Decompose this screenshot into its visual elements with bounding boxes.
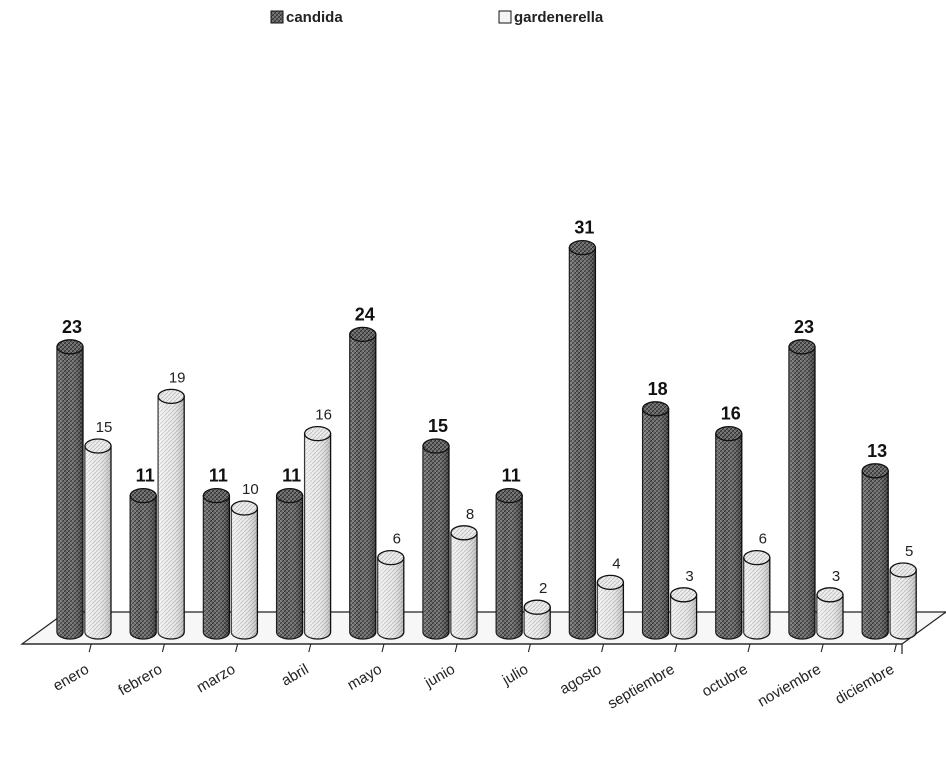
category-label: abril (279, 661, 312, 690)
value-label-gardenerella: 15 (96, 419, 113, 436)
bar-gardenerella-febrero (157, 388, 185, 640)
bar-gardenerella-julio (523, 599, 551, 640)
bar-gardenerella-abril (303, 425, 332, 640)
category-label: julio (499, 661, 531, 690)
value-label-candida: 16 (721, 404, 741, 424)
x-tick (381, 643, 385, 653)
value-label-gardenerella: 19 (169, 369, 186, 386)
value-label-gardenerella: 2 (539, 580, 547, 597)
legend-swatch-gardenerella (498, 10, 512, 24)
bars (56, 239, 917, 640)
x-tick (527, 643, 531, 653)
value-labels: 23 15 11 19 11 10 11 16 24 6 15 8 11 2 31 4 18 3 16 6 23 3 13 5 (62, 218, 913, 598)
value-label-candida: 18 (648, 379, 668, 399)
value-label-gardenerella: 6 (393, 531, 401, 548)
bar-candida-julio (495, 487, 523, 640)
x-tick (88, 643, 92, 653)
legend-swatch-candida (270, 10, 284, 24)
value-label-gardenerella: 10 (242, 481, 259, 498)
bar-candida-marzo (202, 487, 231, 640)
category-label: febrero (116, 661, 166, 699)
bar-gardenerella-mayo (377, 549, 405, 640)
bar-candida-diciembre (861, 463, 889, 640)
value-label-candida: 23 (62, 317, 82, 337)
category-label: diciembre (832, 661, 897, 708)
bar-gardenerella-septiembre (669, 587, 698, 640)
value-label-candida: 31 (574, 218, 594, 238)
legend-label-gardenerella: gardenerella (514, 9, 604, 26)
value-label-candida: 24 (355, 304, 375, 324)
bar-gardenerella-octubre (743, 549, 771, 640)
category-label: noviembre (755, 661, 824, 711)
x-axis-ticks (88, 643, 897, 653)
value-label-candida: 15 (428, 416, 448, 436)
bar-candida-noviembre (788, 339, 816, 640)
category-labels: enero febrero marzo abril mayo junio julio agos… (50, 661, 897, 713)
value-label-gardenerella: 3 (832, 568, 840, 585)
category-label: octubre (699, 661, 751, 701)
value-label-candida: 11 (502, 466, 521, 486)
bar-candida-abril (275, 487, 304, 640)
bar-candida-agosto (568, 239, 597, 640)
value-label-gardenerella: 16 (315, 407, 332, 424)
category-label: agosto (557, 661, 605, 698)
category-label: enero (50, 661, 92, 695)
value-label-candida: 13 (867, 441, 887, 461)
x-tick (893, 643, 897, 653)
x-tick (747, 643, 751, 653)
category-label: septiembre (605, 661, 678, 713)
bar-candida-enero (56, 339, 84, 640)
bar-gardenerella-agosto (596, 574, 625, 640)
bar-gardenerella-junio (450, 525, 478, 640)
x-tick (601, 643, 605, 653)
x-tick (235, 643, 239, 653)
value-label-gardenerella: 5 (905, 543, 913, 560)
value-label-gardenerella: 4 (612, 555, 620, 572)
bar-candida-octubre (715, 425, 743, 640)
bar-candida-septiembre (641, 401, 670, 640)
category-label: marzo (194, 661, 239, 697)
bar-candida-junio (422, 438, 450, 640)
value-label-candida: 11 (136, 466, 155, 486)
value-label-candida: 23 (794, 317, 814, 337)
x-tick (674, 643, 678, 653)
value-label-candida: 11 (282, 466, 301, 486)
bar-candida-febrero (129, 487, 157, 640)
x-tick (308, 643, 312, 653)
value-label-gardenerella: 6 (759, 531, 767, 548)
legend: candida gardenerella (270, 9, 604, 26)
category-label: mayo (345, 661, 385, 694)
x-tick (454, 643, 458, 653)
bar-gardenerella-marzo (230, 500, 259, 640)
legend-label-candida: candida (286, 9, 343, 26)
value-label-candida: 11 (209, 466, 228, 486)
bar-gardenerella-diciembre (889, 562, 917, 640)
bar-gardenerella-noviembre (816, 587, 844, 640)
x-tick (820, 643, 824, 653)
bar-candida-mayo (349, 326, 377, 640)
bar-gardenerella-enero (84, 438, 112, 640)
x-tick (161, 643, 165, 653)
value-label-gardenerella: 3 (685, 568, 693, 585)
category-label: junio (421, 661, 458, 692)
value-label-gardenerella: 8 (466, 506, 474, 523)
